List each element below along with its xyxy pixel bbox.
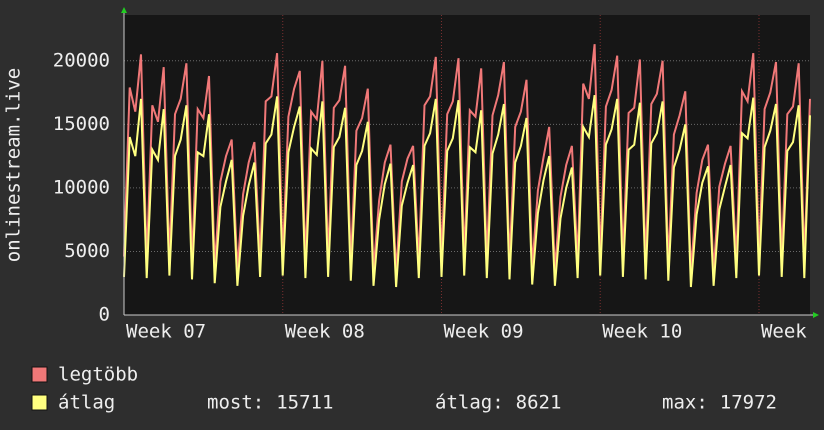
y-tick-label: 0	[99, 304, 110, 326]
y-axis-label: onlinestream.live	[3, 68, 25, 262]
stat-value: 15711	[276, 392, 333, 414]
stat-label: max:	[662, 392, 708, 414]
y-tick-label: 20000	[53, 49, 110, 71]
stat-value: 8621	[516, 392, 562, 414]
legend-swatch	[31, 366, 48, 383]
x-tick-label: Week 10	[602, 321, 682, 343]
x-tick-label: Week 09	[443, 321, 523, 343]
y-tick-label: 5000	[64, 240, 110, 262]
y-tick-label: 15000	[53, 113, 110, 135]
legend-label: legtöbb	[58, 364, 138, 386]
x-tick-label: Week	[761, 321, 807, 343]
axis-arrow	[813, 312, 819, 318]
lines	[123, 44, 811, 288]
legend-label: átlag	[58, 392, 115, 414]
legend-swatch	[31, 394, 48, 411]
stat-value: 17972	[720, 392, 777, 414]
legend: legtöbb átlag most: 15711 átlag: 8621 max: 1797…	[31, 364, 777, 414]
series-line	[123, 44, 811, 274]
stat-label: most:	[207, 392, 264, 414]
stat-label: átlag:	[435, 392, 504, 414]
y-tick-label: 10000	[53, 176, 110, 198]
axis-arrow	[121, 7, 127, 13]
x-tick-label: Week 08	[285, 321, 365, 343]
x-tick-label: Week 07	[126, 321, 206, 343]
series-line	[123, 94, 811, 288]
